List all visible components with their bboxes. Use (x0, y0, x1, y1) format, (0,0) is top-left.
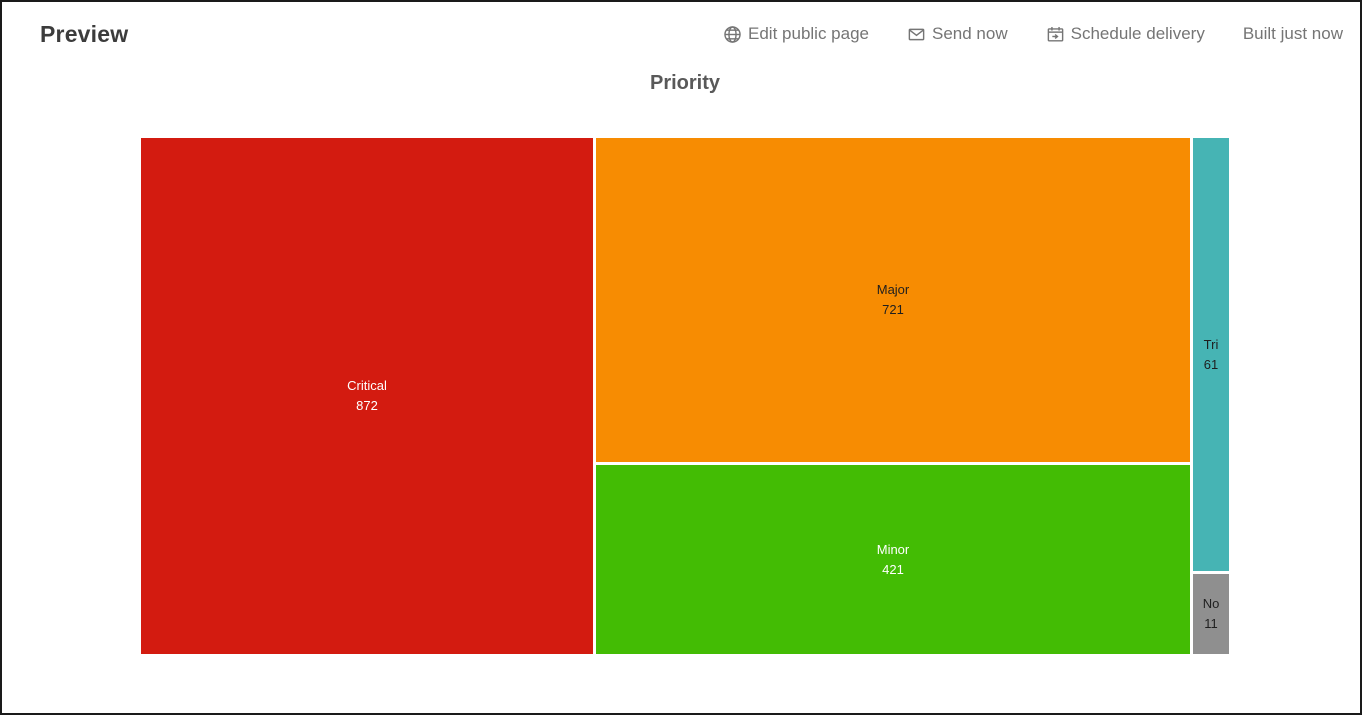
cell-label: No (1202, 596, 1220, 611)
send-now-button[interactable]: Send now (907, 24, 1008, 44)
page-title: Preview (40, 21, 129, 47)
edit-public-page-button[interactable]: Edit public page (723, 24, 869, 44)
cell-value: 61 (1203, 356, 1219, 372)
schedule-delivery-button[interactable]: Schedule delivery (1046, 24, 1205, 44)
chart-title: Priority (649, 72, 721, 94)
cell-label: Minor (876, 541, 910, 557)
treemap-cell-major[interactable]: Major 721 (596, 138, 1190, 462)
calendar-schedule-icon (1046, 25, 1065, 44)
schedule-delivery-label: Schedule delivery (1070, 24, 1205, 43)
globe-icon (723, 25, 742, 44)
edit-public-page-label: Edit public page (748, 24, 869, 43)
cell-value: 11 (1204, 616, 1218, 631)
treemap-cell-trivial[interactable]: Tri 61 (1193, 138, 1229, 571)
envelope-icon (907, 25, 926, 44)
cell-label: Major (876, 282, 910, 297)
cell-label: Tri (1203, 336, 1219, 352)
treemap-cell-minor[interactable]: Minor 421 (596, 465, 1190, 654)
send-now-label: Send now (932, 24, 1008, 43)
treemap-cell-no-priority[interactable]: No 11 (1193, 574, 1229, 654)
cell-label: Critical (347, 378, 387, 393)
cell-value: 721 (882, 302, 904, 317)
cell-value: 421 (882, 561, 904, 577)
cell-value: 872 (356, 398, 378, 413)
priority-treemap: Critical 872 Major 721 Minor 421 Tri 61 … (141, 138, 1229, 654)
treemap-cell-critical[interactable]: Critical 872 (141, 138, 593, 654)
build-status: Built just now (1242, 24, 1343, 43)
header-actions: Edit public page Send now (723, 24, 1343, 44)
